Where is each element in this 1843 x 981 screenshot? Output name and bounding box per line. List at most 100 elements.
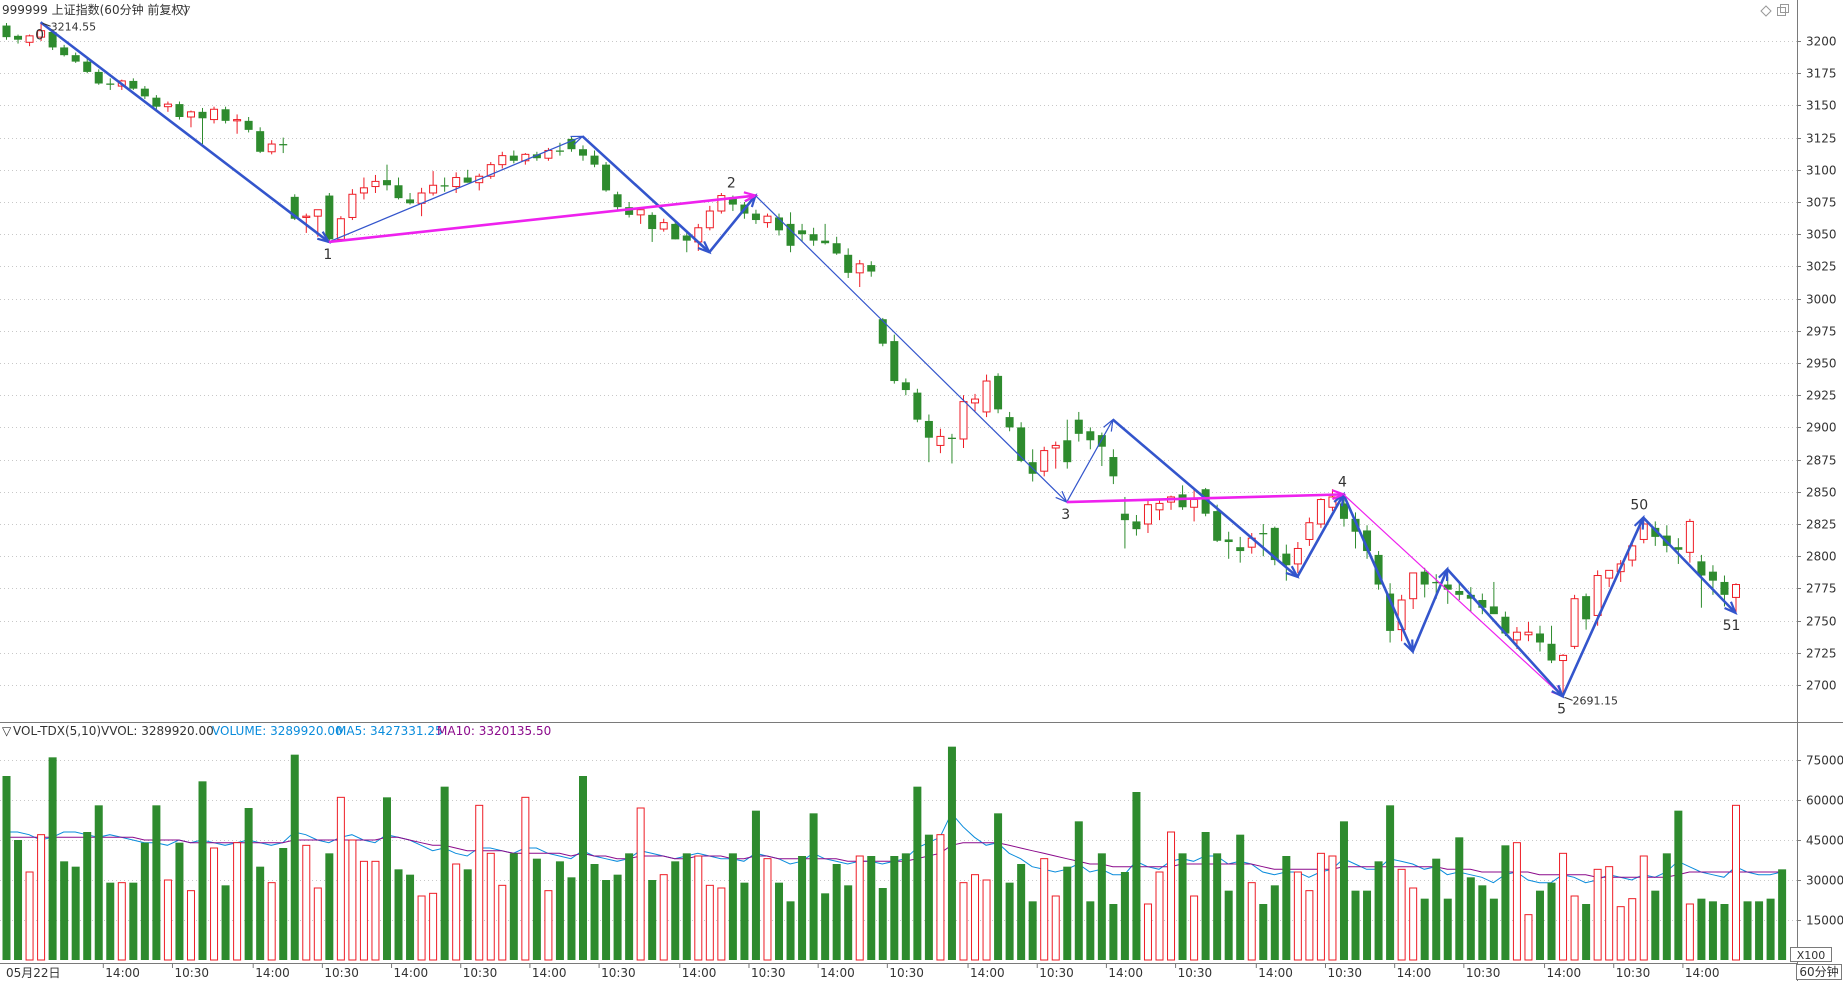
time-tick-label: 10:30 <box>1616 966 1651 980</box>
volume-bar-up <box>763 858 772 961</box>
volume-tick-label: 45000 <box>1806 834 1843 848</box>
candle-body-down <box>1374 554 1383 585</box>
candle-body-down <box>648 214 657 230</box>
volume-bar-down <box>1708 901 1717 960</box>
candle-body-down <box>1363 530 1372 552</box>
candle-body-down <box>1697 561 1706 576</box>
candle-body-up <box>1512 631 1521 641</box>
svg-text:60分钟: 60分钟 <box>1799 964 1838 979</box>
volume-bar-up <box>1559 852 1568 961</box>
wave-line <box>708 194 757 254</box>
candle-body-up <box>1605 569 1614 579</box>
volume-bar-down <box>1489 898 1498 960</box>
candle-body-down <box>60 47 69 56</box>
volume-bar-down <box>71 866 80 960</box>
volume-bar-up <box>1628 898 1637 961</box>
volume-bar-up <box>521 796 530 961</box>
candle-body-up <box>1628 545 1637 561</box>
volume-bar-up <box>1051 895 1060 961</box>
time-tick-label: 10:30 <box>174 966 209 980</box>
volume-bar-up <box>313 887 322 961</box>
wave-label: 51 <box>1723 618 1741 634</box>
volume-bar-down <box>106 882 115 960</box>
time-tick-label: 05月22日 <box>6 966 61 980</box>
svg-text:X100: X100 <box>1797 949 1826 962</box>
candle-body-down <box>532 154 541 159</box>
candle-body-down <box>1455 590 1464 595</box>
volume-bar-down <box>844 885 853 960</box>
candle-body-up <box>1293 547 1302 565</box>
volume-bar-up <box>959 882 968 961</box>
wave-line-pink <box>328 194 756 244</box>
candle-body-down <box>947 437 956 439</box>
wave-label: 4 <box>1338 474 1347 490</box>
candle-body-down <box>1651 527 1660 537</box>
candle-body-down <box>728 198 737 205</box>
candle-body-down <box>1420 571 1429 585</box>
volume-value: VOLUME: 3289920.00 <box>212 724 343 738</box>
volume-bar-down <box>440 786 449 960</box>
volume-bar-down <box>1236 834 1245 960</box>
volume-bar-up <box>1316 852 1325 961</box>
time-tick-label: 10:30 <box>601 966 636 980</box>
volume-bar-down <box>1386 805 1395 960</box>
annotation-pointer <box>1564 696 1573 701</box>
volume-bar-up <box>371 860 380 961</box>
candle-body-down <box>1109 457 1118 477</box>
volume-bar-down <box>878 888 887 960</box>
volume-bar-down <box>1778 869 1787 960</box>
annotation-pointer <box>42 22 51 27</box>
volume-bar-down <box>1755 901 1764 960</box>
volume-bar-up <box>1190 895 1199 961</box>
candle-body-down <box>1708 571 1717 581</box>
volume-bar-up <box>486 852 495 961</box>
volume-bar-up <box>855 855 864 961</box>
candle-body-down <box>198 111 207 119</box>
candle-body-down <box>798 230 807 235</box>
time-tick-label: 14:00 <box>105 966 140 980</box>
volume-bar-up <box>117 882 126 961</box>
volume-bar-down <box>129 882 138 960</box>
volume-bar-down <box>682 853 691 960</box>
candle-body-up <box>267 143 276 153</box>
wave-arrowhead <box>1103 418 1114 432</box>
candle-body-down <box>1097 435 1106 447</box>
volume-bar-up <box>1524 914 1533 961</box>
volume-bar-up <box>1167 831 1176 961</box>
vol-dropdown-icon[interactable]: ▽ <box>2 724 12 738</box>
volume-bar-down <box>924 834 933 960</box>
candle-body-down <box>913 392 922 420</box>
volume-bar-down <box>382 797 391 960</box>
candle-body-down <box>602 164 611 191</box>
volume-bar-down <box>140 842 149 960</box>
price-tick-label: 3025 <box>1806 260 1837 274</box>
candle-body-up <box>936 435 945 446</box>
candle-body-down <box>1270 527 1279 561</box>
wave-line <box>1411 568 1449 653</box>
volume-bar-down <box>1547 882 1556 960</box>
candle-body-up <box>348 193 357 218</box>
volume-bar-down <box>1086 901 1095 960</box>
wave-label: 5 <box>1557 701 1566 717</box>
title-dropdown-icon[interactable]: ▽ <box>181 3 191 17</box>
volume-bar-down <box>1097 853 1106 960</box>
candle-body-down <box>1178 494 1187 508</box>
candle-body-up <box>1190 499 1199 508</box>
diamond-icon[interactable] <box>1760 5 1772 17</box>
price-annotation: 2691.15 <box>1573 694 1619 707</box>
candle-body-down <box>809 234 818 241</box>
volume-bar-down <box>809 813 818 960</box>
candle-body-down <box>279 144 288 146</box>
period-button[interactable]: 60分钟 <box>1796 964 1842 980</box>
vvol-value: VVOL: 3289920.00 <box>101 724 214 738</box>
volume-bar-down <box>1270 885 1279 960</box>
time-tick-label: 14:00 <box>1108 966 1143 980</box>
candle-body-down <box>625 207 634 215</box>
time-tick-label: 14:00 <box>532 966 567 980</box>
time-tick-label: 14:00 <box>970 966 1005 980</box>
restore-icon[interactable] <box>1777 4 1789 16</box>
volume-bar-down <box>2 776 11 960</box>
volume-bar-down <box>1363 890 1372 960</box>
volume-bar-down <box>1651 890 1660 960</box>
